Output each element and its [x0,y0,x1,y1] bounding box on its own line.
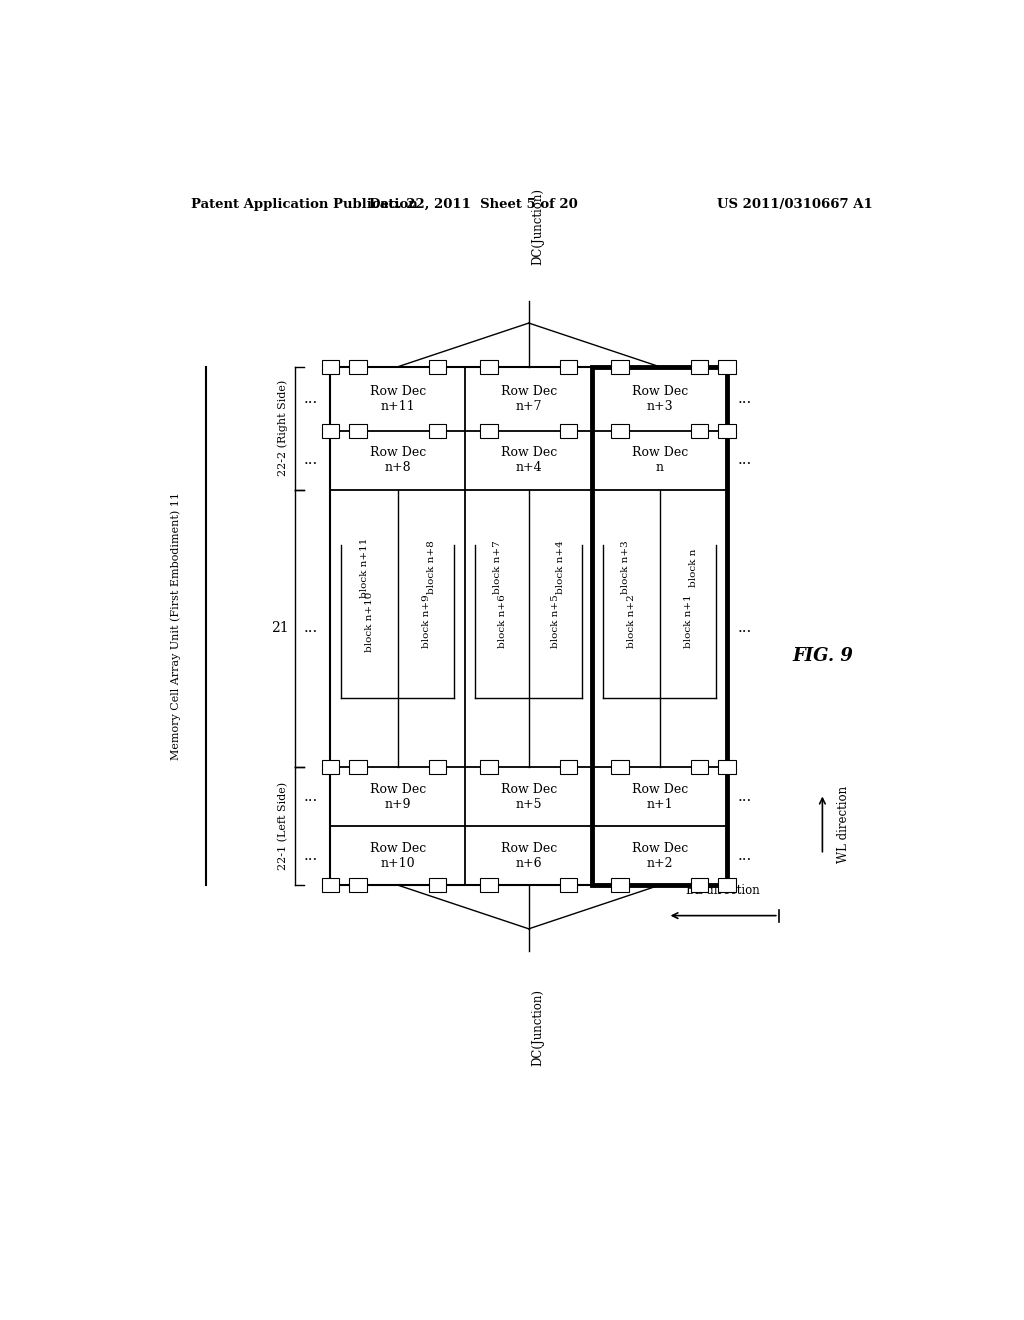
Text: Row Dec
n+4: Row Dec n+4 [501,446,557,474]
Text: ...: ... [737,789,752,804]
Bar [592,367,727,886]
Text: block n+2: block n+2 [627,595,636,648]
Text: Row Dec
n+11: Row Dec n+11 [370,384,426,413]
Bar [322,760,339,775]
Text: US 2011/0310667 A1: US 2011/0310667 A1 [717,198,872,211]
Text: 21: 21 [270,622,289,635]
Text: Row Dec
n+6: Row Dec n+6 [501,842,557,870]
Bar [719,878,736,892]
Text: block n+10: block n+10 [365,591,374,652]
Bar [349,359,367,374]
Text: block n+8: block n+8 [427,541,436,594]
Text: Patent Application Publication: Patent Application Publication [191,198,418,211]
Text: 22-1 (Left Side): 22-1 (Left Side) [278,783,289,870]
Text: Row Dec
n: Row Dec n [632,446,688,474]
Text: Memory Cell Array Unit (First Embodiment) 11: Memory Cell Array Unit (First Embodiment… [170,492,181,760]
Bar [429,424,446,438]
Bar [690,359,709,374]
Text: Row Dec
n+8: Row Dec n+8 [370,446,426,474]
Text: Row Dec
n+2: Row Dec n+2 [632,842,688,870]
Text: ...: ... [303,789,317,804]
Bar [690,760,709,775]
Bar [480,424,498,438]
Text: 22-2 (Right Side): 22-2 (Right Side) [278,380,289,477]
Text: Row Dec
n+9: Row Dec n+9 [370,783,426,810]
Text: ...: ... [303,622,317,635]
Text: ...: ... [737,453,752,467]
Bar [349,878,367,892]
Bar [719,760,736,775]
Text: Row Dec
n+3: Row Dec n+3 [632,384,688,413]
Text: block n+7: block n+7 [493,541,502,594]
Text: DC(Junction): DC(Junction) [531,189,545,265]
Text: BL direction: BL direction [686,884,760,898]
Bar [429,760,446,775]
Text: Row Dec
n+7: Row Dec n+7 [501,384,557,413]
Bar [611,359,629,374]
Bar [719,424,736,438]
Text: ...: ... [737,622,752,635]
Bar [480,760,498,775]
Text: Row Dec
n+1: Row Dec n+1 [632,783,688,810]
Text: block n+5: block n+5 [551,595,560,648]
Text: block n+4: block n+4 [556,541,565,594]
Text: Dec. 22, 2011  Sheet 5 of 20: Dec. 22, 2011 Sheet 5 of 20 [369,198,578,211]
Text: block n: block n [689,548,698,586]
Bar [611,424,629,438]
Bar [611,760,629,775]
Text: ...: ... [737,849,752,863]
Text: ...: ... [303,849,317,863]
Bar [560,878,578,892]
Text: FIG. 9: FIG. 9 [792,647,853,665]
Bar [322,424,339,438]
Bar [429,359,446,374]
Text: block n+6: block n+6 [498,595,507,648]
Text: ...: ... [737,392,752,405]
Text: block n+9: block n+9 [422,595,431,648]
Bar [322,359,339,374]
Bar [560,424,578,438]
Bar [331,367,727,886]
Text: WL direction: WL direction [837,785,850,863]
Bar [429,878,446,892]
Bar [349,424,367,438]
Bar [322,878,339,892]
Bar [480,359,498,374]
Text: block n+1: block n+1 [684,595,692,648]
Text: DC(Junction): DC(Junction) [531,989,545,1065]
Bar [560,760,578,775]
Text: block n+3: block n+3 [622,541,631,594]
Bar [480,878,498,892]
Text: Row Dec
n+5: Row Dec n+5 [501,783,557,810]
Bar [611,878,629,892]
Bar [690,878,709,892]
Text: ...: ... [303,392,317,405]
Text: Row Dec
n+10: Row Dec n+10 [370,842,426,870]
Bar [719,359,736,374]
Text: ...: ... [303,453,317,467]
Bar [349,760,367,775]
Bar [560,359,578,374]
Bar [690,424,709,438]
Text: block n+11: block n+11 [359,537,369,598]
